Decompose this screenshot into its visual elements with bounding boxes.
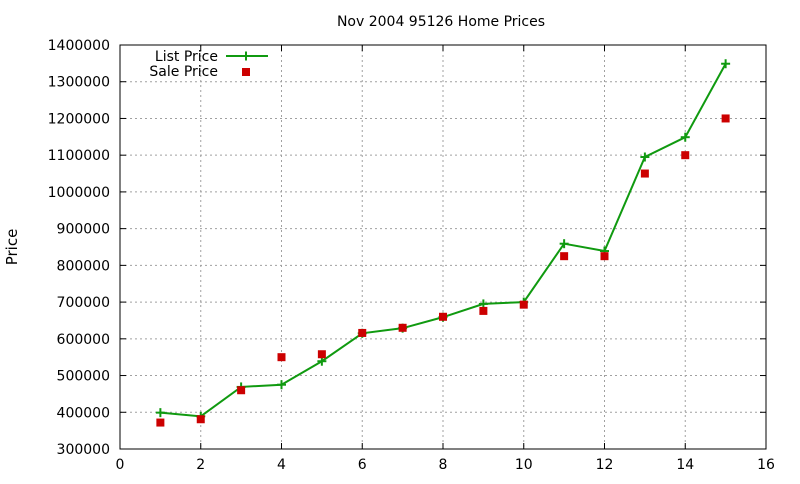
x-tick-label: 14 bbox=[676, 457, 694, 473]
sale-price-point bbox=[600, 252, 609, 261]
list-price-point bbox=[680, 132, 690, 142]
axis-ticks: 0 2 4 6 8 10 12 14 16 300000 400000 500000 600000 700… bbox=[48, 38, 775, 473]
list-price-point bbox=[277, 380, 286, 390]
legend-label-list-price: List Price bbox=[155, 49, 218, 65]
sale-price-point bbox=[398, 323, 407, 332]
y-tick-label: 900000 bbox=[57, 222, 110, 238]
y-tick-label: 500000 bbox=[57, 369, 110, 385]
x-tick-label: 0 bbox=[116, 457, 125, 473]
sale-price-point bbox=[317, 350, 326, 359]
series-sale-price bbox=[156, 114, 730, 427]
y-tick-label: 600000 bbox=[57, 332, 110, 348]
grid-lines bbox=[120, 45, 766, 449]
x-tick-label: 4 bbox=[277, 457, 286, 473]
sale-price-point bbox=[721, 114, 730, 123]
y-tick-label: 300000 bbox=[57, 442, 110, 458]
sale-price-point bbox=[237, 386, 246, 395]
x-tick-label: 12 bbox=[596, 457, 614, 473]
sale-price-point bbox=[560, 252, 569, 261]
x-tick-label: 2 bbox=[196, 457, 205, 473]
sale-price-point bbox=[358, 328, 367, 337]
sale-price-point bbox=[681, 151, 690, 160]
y-tick-label: 1400000 bbox=[48, 38, 110, 54]
legend-label-sale-price: Sale Price bbox=[149, 64, 218, 80]
y-tick-label: 1200000 bbox=[48, 111, 110, 127]
y-tick-label: 1300000 bbox=[48, 75, 110, 91]
y-tick-label: 800000 bbox=[57, 258, 110, 274]
x-tick-label: 8 bbox=[439, 457, 448, 473]
legend-swatch-list-price-marker bbox=[241, 51, 251, 61]
list-price-point bbox=[721, 59, 731, 69]
sale-price-point bbox=[156, 418, 165, 427]
list-price-point bbox=[155, 408, 165, 418]
y-tick-label: 400000 bbox=[57, 405, 110, 421]
sale-price-point bbox=[479, 306, 488, 315]
list-price-point bbox=[559, 239, 569, 249]
y-tick-label: 700000 bbox=[57, 295, 110, 311]
sale-price-point bbox=[439, 312, 447, 321]
sale-price-point bbox=[196, 415, 205, 424]
y-axis-label: Price bbox=[3, 229, 21, 266]
legend-swatch-sale-price-marker bbox=[242, 68, 250, 76]
x-tick-label: 6 bbox=[358, 457, 367, 473]
chart-title: Nov 2004 95126 Home Prices bbox=[337, 14, 545, 30]
y-tick-label: 1000000 bbox=[48, 185, 110, 201]
legend: List Price Sale Price bbox=[149, 49, 268, 80]
sale-price-point bbox=[640, 169, 649, 178]
y-tick-label: 1100000 bbox=[48, 148, 110, 164]
x-tick-label: 10 bbox=[515, 457, 533, 473]
sale-price-point bbox=[519, 300, 528, 309]
legend-swatches bbox=[226, 51, 268, 76]
sale-price-point bbox=[277, 353, 286, 362]
data-series bbox=[155, 59, 731, 427]
x-tick-label: 16 bbox=[757, 457, 775, 473]
list-price-point bbox=[640, 152, 650, 162]
